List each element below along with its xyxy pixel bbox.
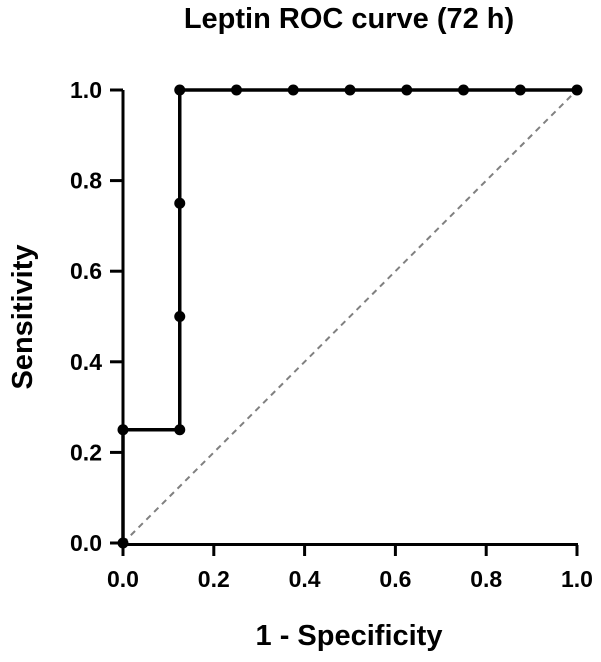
y-axis-label: Sensitivity	[7, 244, 39, 389]
y-tick-label: 0.6	[70, 258, 102, 284]
y-tick-label: 0.0	[70, 530, 102, 556]
roc-data-point	[174, 197, 186, 209]
y-tick-label: 1.0	[70, 77, 102, 103]
roc-data-point	[287, 84, 299, 96]
roc-data-point	[458, 84, 469, 96]
x-tick-label: 0.8	[470, 566, 502, 592]
axes	[121, 90, 578, 546]
x-tick-label: 0.2	[198, 566, 230, 592]
x-tick-label: 0.0	[107, 566, 139, 592]
roc-data-point	[174, 311, 186, 322]
x-axis-label: 1 - Specificity	[256, 620, 443, 652]
reference-diagonal-line	[122, 89, 578, 544]
roc-data-point	[571, 84, 583, 96]
y-tick-label: 0.2	[70, 439, 102, 465]
roc-data-point	[344, 84, 356, 96]
ticks: 0.0 0.2 0.4 0.6 0.8 1.0 0.0 0.2 0.4 0.6 0.8 1.0	[70, 77, 593, 592]
y-tick-label: 0.8	[70, 168, 102, 194]
y-tick-label: 0.4	[70, 349, 102, 375]
chart-title: Leptin ROC curve (72 h)	[184, 3, 514, 35]
roc-data-point	[401, 84, 413, 96]
x-tick-label: 0.6	[379, 566, 411, 592]
x-tick-label: 0.4	[289, 566, 321, 592]
roc-data-point	[174, 424, 186, 436]
roc-data-point	[231, 84, 242, 96]
roc-data-point	[174, 84, 186, 96]
plot-area	[117, 84, 583, 549]
roc-data-point	[514, 84, 526, 96]
x-tick-label: 1.0	[561, 566, 593, 592]
